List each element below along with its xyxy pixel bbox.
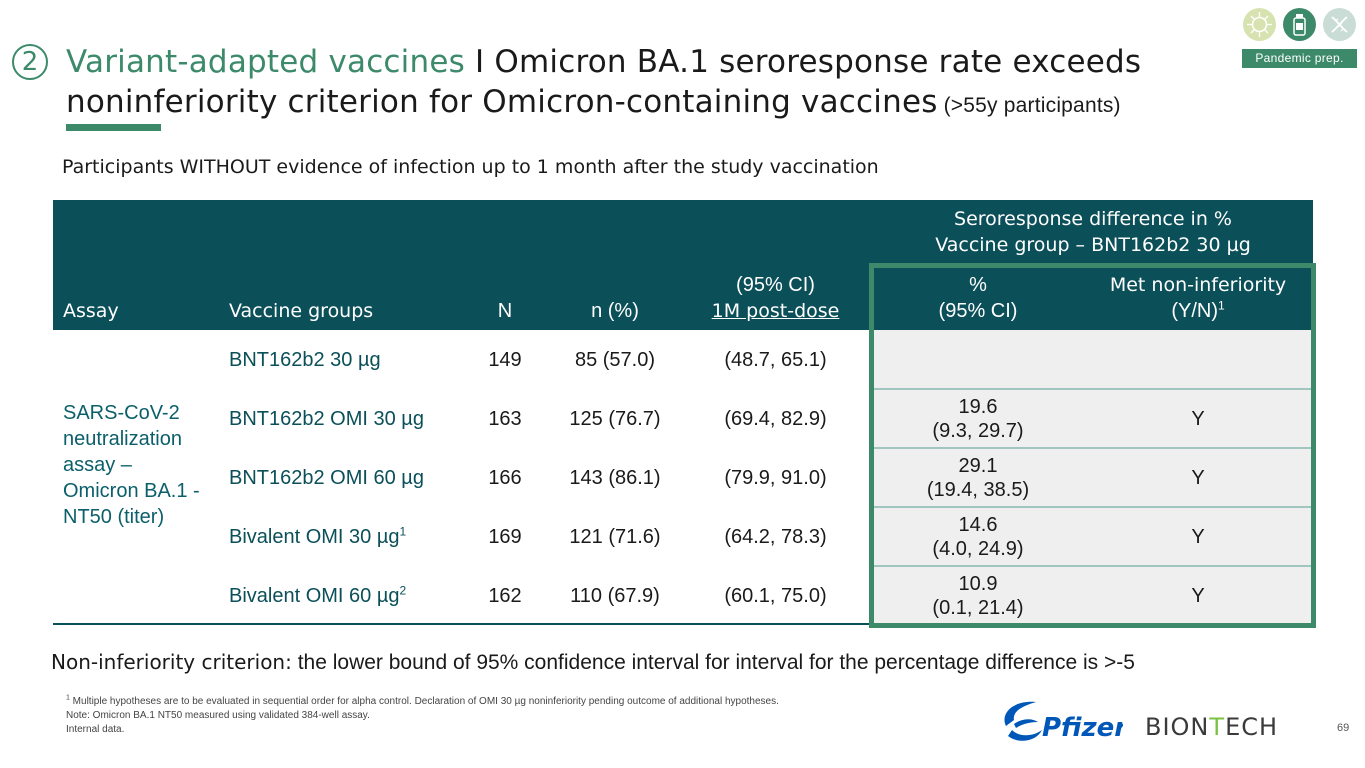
row-divider [873,388,1313,390]
pfizer-logo: Pfizer [998,696,1129,752]
n-total: 163 [488,408,522,430]
row-divider [873,447,1313,449]
title-accent: Variant-adapted vaccines [66,44,465,80]
vaccine-group: BNT162b2 OMI 30 µg [229,408,424,430]
vaccine-vial-icon [1283,8,1316,41]
pfizer-swirl-icon: Pfizer [1004,701,1129,743]
col-assay: Assay [63,300,119,322]
diff-ci: (4.0, 24.9) [932,538,1024,560]
difference-column-background [873,330,1313,625]
row-divider [873,506,1313,508]
col-n-total: N [497,300,513,322]
results-table: Seroresponse difference in % Vaccine gro… [53,200,1313,625]
diff-value: 14.6 [958,514,998,536]
row-divider [873,565,1313,567]
vaccine-group: BNT162b2 30 µg [229,349,381,371]
n-percent: 110 (67.9) [570,585,660,607]
criterion-label: Non-inferiority criterion: [51,650,292,674]
table-row: BNT162b2 30 µg 149 85 (57.0) (48.7, 65.1… [53,330,1313,389]
diff-value: 29.1 [958,455,998,477]
assay-label: SARS-CoV-2 neutralization assay – Omicro… [63,402,200,528]
footnote-2: Note: Omicron BA.1 NT50 measured using v… [66,710,370,721]
col-vaccine-groups: Vaccine groups [229,300,374,322]
ci-value: (48.7, 65.1) [724,349,827,371]
n-percent: 85 (57.0) [574,349,656,371]
vaccine-group: Bivalent OMI 60 µg2 [229,583,407,607]
table-row: Bivalent OMI 30 µg1 169 121 (71.6) (64.2… [53,507,1313,566]
biontech-logo: BIONTECH [1145,713,1279,741]
met-value: Y [1191,467,1205,489]
col-diff-line2: (95% CI) [938,300,1018,322]
n-total: 166 [488,467,522,489]
col-diff-line1: % [969,274,987,296]
vaccine-group: BNT162b2 OMI 60 µg [229,467,424,489]
n-percent: 143 (86.1) [569,467,661,489]
svg-text:Pfizer: Pfizer [1042,713,1123,743]
dna-icon [1323,8,1356,41]
ci-value: (60.1, 75.0) [724,585,827,607]
met-value: Y [1191,408,1205,430]
table-header: Seroresponse difference in % Vaccine gro… [53,200,1313,330]
noninferiority-criterion: Non-inferiority criterion: the lower bou… [51,650,1135,675]
n-total: 162 [488,585,522,607]
n-percent: 121 (71.6) [569,526,661,548]
col-ci-line1: (95% CI) [736,274,815,296]
highlight-box [869,263,1316,628]
footnotes: 1 Multiple hypotheses are to be evaluate… [66,695,779,737]
title-suffix: (>55y participants) [937,94,1121,117]
diff-ci: (9.3, 29.7) [932,420,1024,442]
diff-ci: (19.4, 38.5) [926,479,1030,501]
diff-value: 10.9 [958,573,998,595]
ci-value: (79.9, 91.0) [724,467,827,489]
title-main: I Omicron BA.1 seroresponse rate exceeds… [66,44,1142,120]
n-percent: 125 (76.7) [569,408,661,430]
col-met-line1: Met non-inferiority [1109,274,1287,296]
met-value: Y [1191,526,1205,548]
group-header-line2: Vaccine group – BNT162b2 30 µg [935,234,1251,256]
n-total: 169 [488,526,522,548]
col-met-line2: (Y/N)1 [1171,298,1225,322]
ci-value: (69.4, 82.9) [724,408,827,430]
table-row: BNT162b2 OMI 30 µg 163 125 (76.7) (69.4,… [53,389,1313,448]
vaccine-group: Bivalent OMI 30 µg1 [229,524,407,548]
table-subtitle: Participants WITHOUT evidence of infecti… [62,156,879,178]
table-row: Bivalent OMI 60 µg2 162 110 (67.9) (60.1… [53,566,1313,625]
step-number-badge: 2 [12,44,48,80]
diff-ci: (0.1, 21.4) [932,597,1024,619]
col-ci-line2: 1M post-dose [711,300,840,322]
col-n-percent: n (%) [591,300,639,322]
table-row: BNT162b2 OMI 60 µg 166 143 (86.1) (79.9,… [53,448,1313,507]
n-total: 149 [488,349,522,371]
category-tag: Pandemic prep. [1242,49,1357,68]
page-number: 69 [1337,722,1350,734]
diff-value: 19.6 [958,396,998,418]
criterion-text: the lower bound of 95% confidence interv… [291,651,1135,674]
title-underline [66,124,161,131]
virus-icon [1243,8,1276,41]
ci-value: (64.2, 78.3) [724,526,827,548]
table-body: SARS-CoV-2 neutralization assay – Omicro… [53,330,1313,625]
footnote-1: 1 Multiple hypotheses are to be evaluate… [66,694,779,707]
table-bottom-border [53,623,1313,625]
footnote-3: Internal data. [66,724,125,735]
category-icons [1243,8,1357,42]
met-value: Y [1191,585,1205,607]
group-header-line1: Seroresponse difference in % [954,208,1232,230]
page-title: Variant-adapted vaccines I Omicron BA.1 … [66,42,1226,126]
